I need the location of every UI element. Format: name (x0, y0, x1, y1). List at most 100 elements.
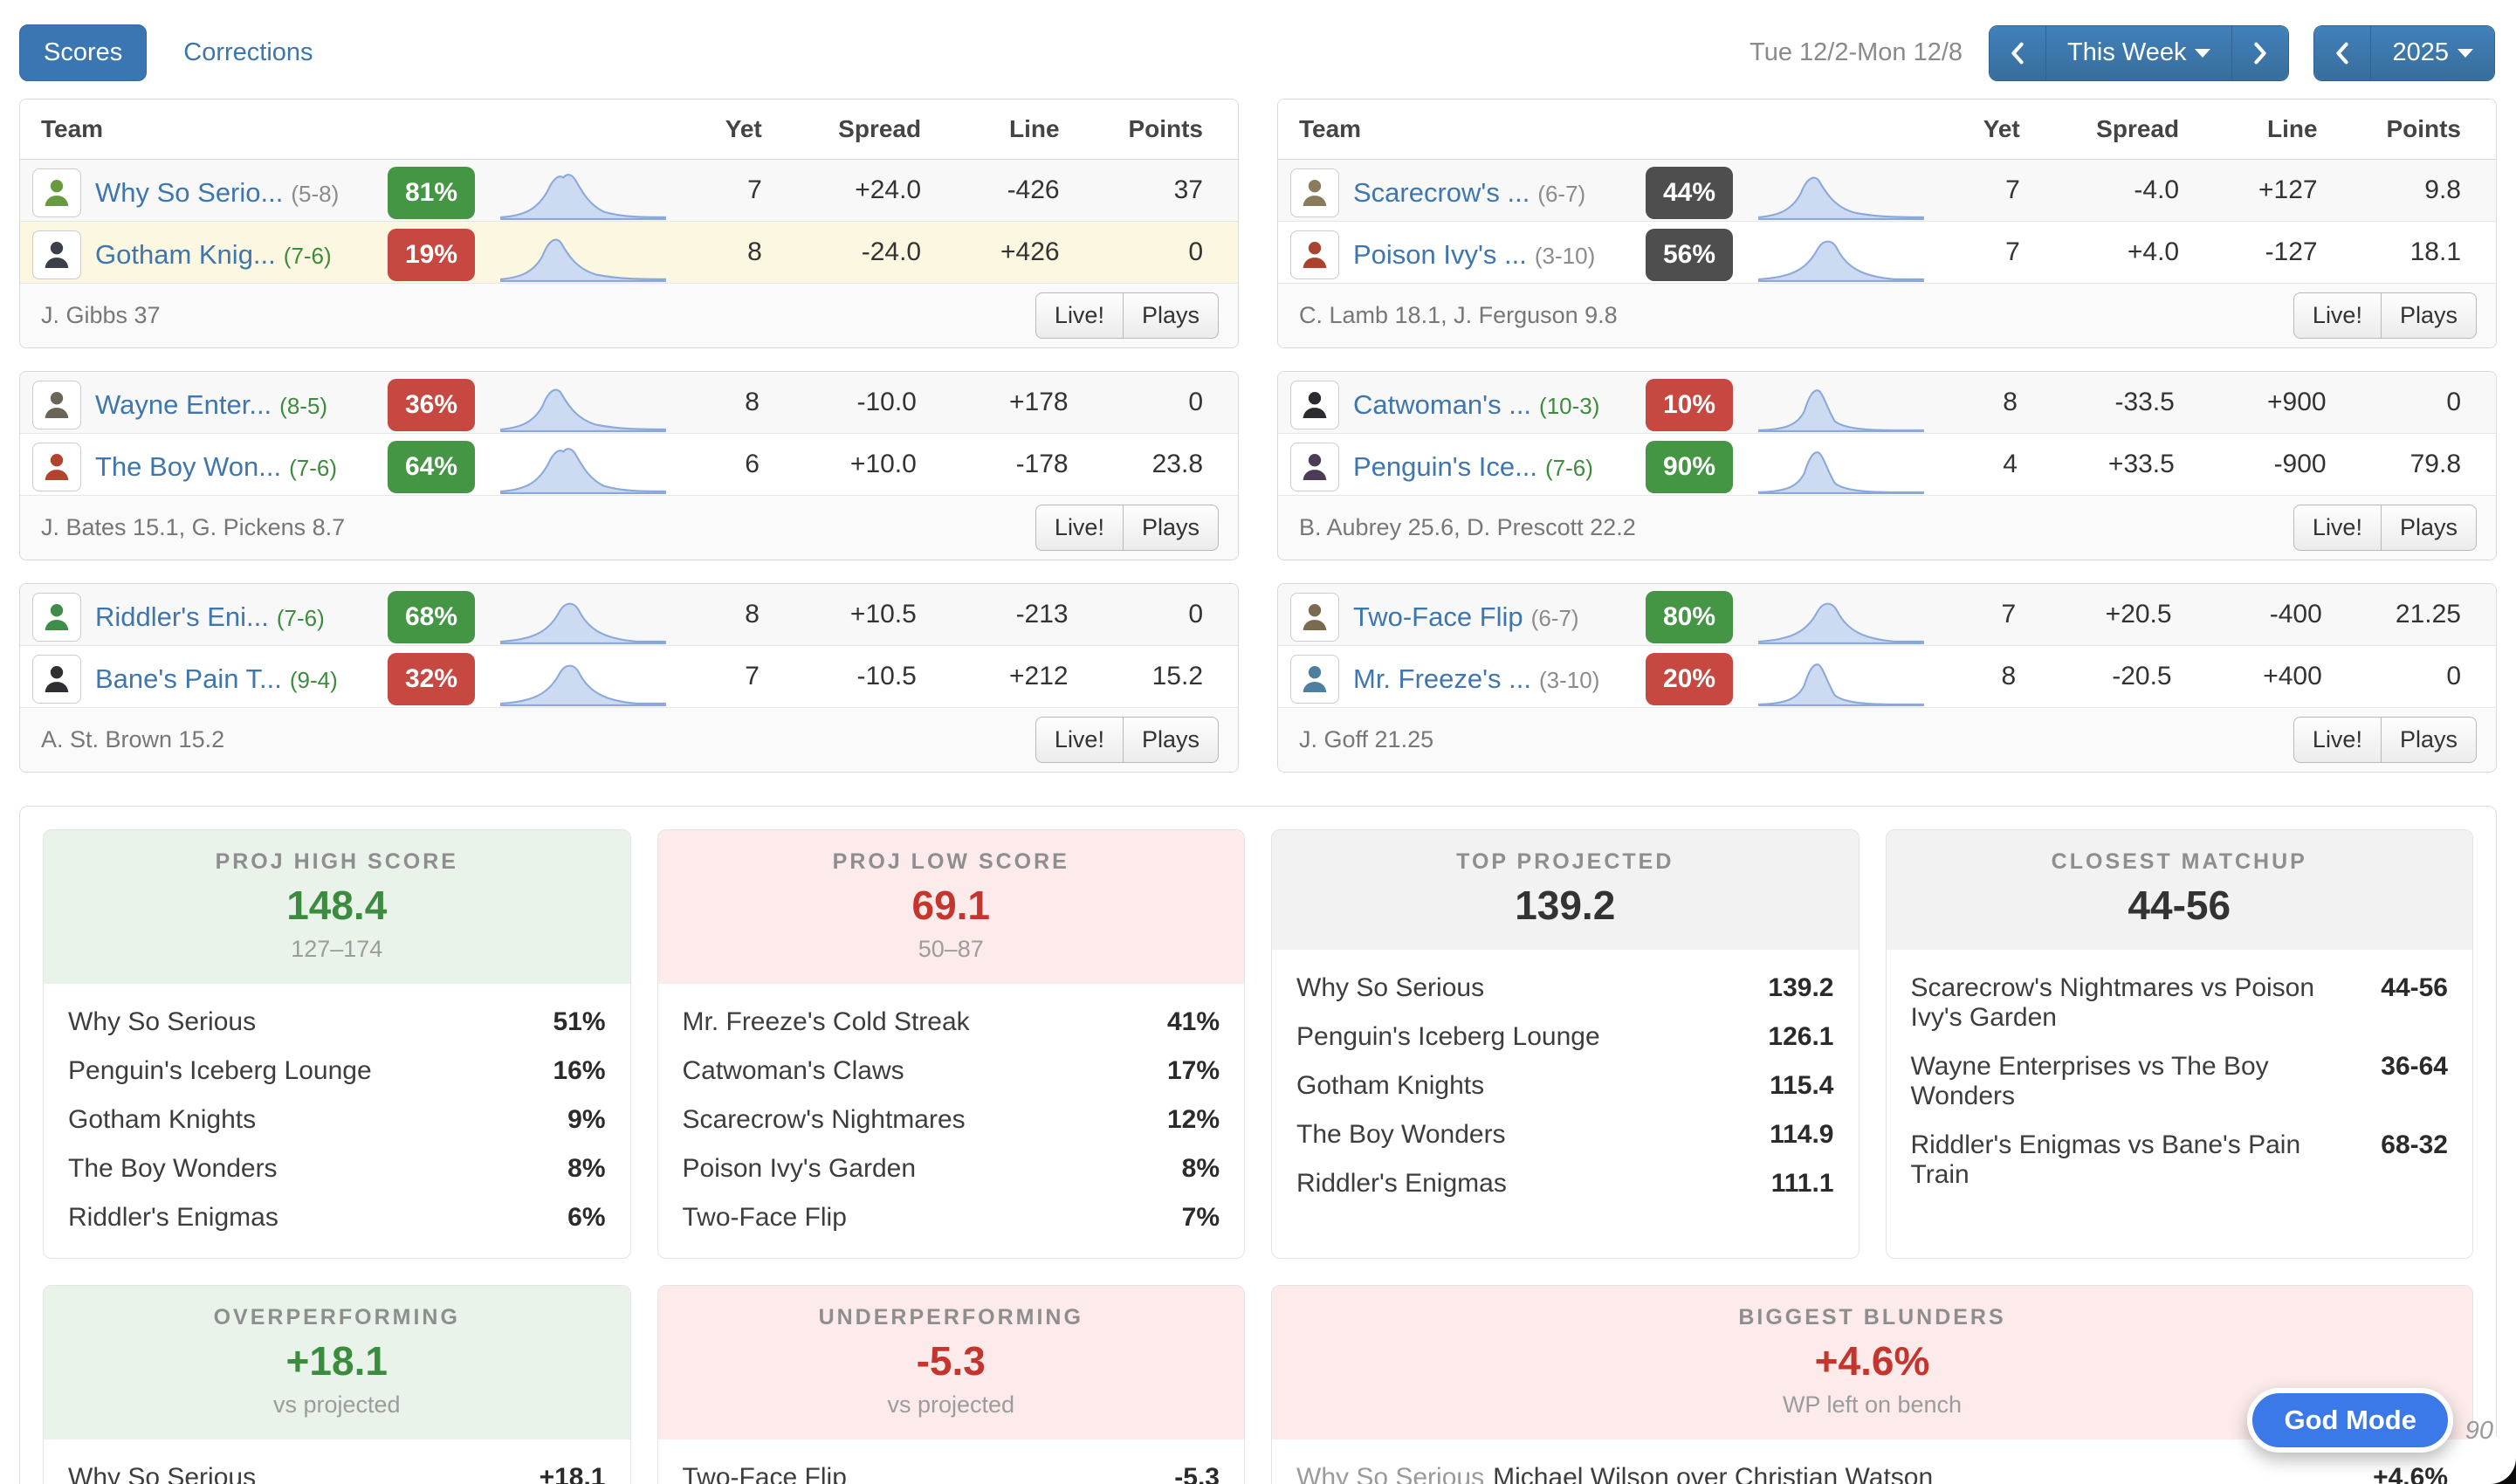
plays-button[interactable]: Plays (1122, 717, 1219, 763)
spread-value: -10.0 (794, 372, 952, 434)
line-value: -213 (951, 584, 1103, 646)
line-value: -426 (956, 160, 1095, 222)
col-points: Points (2352, 100, 2496, 160)
team-name-link[interactable]: Wayne Enter... (95, 389, 272, 420)
plays-button[interactable]: Plays (2380, 717, 2477, 763)
year-dropdown-button[interactable]: 2025 (2371, 25, 2494, 80)
matchup-row: Wayne Enter... (8-5) 36% 8 -10.0 +178 0 (20, 372, 1238, 434)
win-probability-badge: 68% (388, 591, 475, 643)
team-avatar[interactable] (1290, 593, 1339, 642)
list-item: The Boy Wonders 8% (68, 1154, 606, 1183)
card-title: UNDERPERFORMING (818, 1305, 1083, 1329)
matchup-row: Catwoman's ... (10-3) 10% 8 -33.5 +900 0 (1278, 372, 2496, 434)
table-footer-row: B. Aubrey 25.6, D. Prescott 22.2 Live! Pl… (1278, 496, 2496, 560)
team-name-link[interactable]: Gotham Knig... (95, 239, 276, 270)
live-button[interactable]: Live! (2293, 292, 2382, 339)
top-scorers-note: B. Aubrey 25.6, D. Prescott 22.2 (1278, 496, 2052, 560)
yet-value: 7 (681, 160, 797, 222)
team-name-link[interactable]: Penguin's Ice... (1353, 451, 1537, 482)
team-avatar[interactable] (32, 168, 81, 217)
team-avatar[interactable] (32, 655, 81, 704)
spread-value: -20.5 (2051, 646, 2207, 708)
line-value: +900 (2209, 372, 2361, 434)
live-button[interactable]: Live! (1035, 505, 1124, 551)
line-value: +212 (951, 646, 1103, 708)
week-dropdown-button[interactable]: This Week (2046, 25, 2233, 80)
god-mode-button[interactable]: God Mode (2247, 1388, 2453, 1453)
list-item: Penguin's Iceberg Lounge 126.1 (1296, 1022, 1834, 1051)
score-distribution-curve (498, 589, 669, 645)
team-avatar[interactable] (32, 593, 81, 642)
team-name-link[interactable]: Mr. Freeze's ... (1353, 663, 1532, 694)
team-avatar[interactable] (32, 230, 81, 279)
matchup-table: Team Yet Spread Line Points Why So Serio… (19, 99, 1239, 348)
next-week-button[interactable] (2232, 25, 2289, 80)
score-distribution-curve (1756, 227, 1927, 283)
score-distribution-curve (1756, 651, 1927, 707)
points-value: 21.25 (2356, 584, 2496, 646)
closest-matchup-card: CLOSEST MATCHUP 44-56 Scarecrow's Nightm… (1885, 829, 2473, 1259)
win-probability-badge: 32% (388, 653, 475, 705)
matchup-row: Bane's Pain T... (9-4) 32% 7 -10.5 +212 1… (20, 646, 1238, 708)
line-value: -900 (2209, 434, 2361, 496)
spread-value: +4.0 (2054, 222, 2215, 284)
yet-value: 8 (1939, 372, 2052, 434)
score-distribution-curve (498, 439, 669, 495)
card-title: CLOSEST MATCHUP (2051, 849, 2307, 874)
matchup-row: The Boy Won... (7-6) 64% 6 +10.0 -178 23.… (20, 434, 1238, 496)
caret-down-icon (2458, 48, 2473, 58)
tab-corrections[interactable]: Corrections (183, 38, 313, 66)
plays-button[interactable]: Plays (2380, 505, 2477, 551)
build-version-fragment: 90 (2464, 1417, 2493, 1445)
plays-button[interactable]: Plays (1122, 505, 1219, 551)
team-name-link[interactable]: Riddler's Eni... (95, 601, 269, 632)
previous-week-button[interactable] (1990, 25, 2047, 80)
previous-year-button[interactable] (2314, 25, 2372, 80)
live-button[interactable]: Live! (1035, 292, 1124, 339)
team-record: (10-3) (1539, 393, 1600, 419)
team-avatar[interactable] (1290, 655, 1339, 704)
chevron-right-icon (2253, 41, 2267, 65)
team-avatar[interactable] (1290, 168, 1339, 217)
team-avatar[interactable] (1290, 443, 1339, 491)
yet-value: 7 (681, 646, 794, 708)
matchup-row: Two-Face Flip (6-7) 80% 7 +20.5 -400 21.2… (1278, 584, 2496, 646)
tab-scores[interactable]: Scores (19, 24, 148, 81)
team-avatar[interactable] (32, 381, 81, 429)
table-header-row: Team Yet Spread Line Points (20, 100, 1238, 160)
score-distribution-curve (498, 165, 669, 221)
team-name-link[interactable]: Two-Face Flip (1353, 601, 1523, 632)
win-probability-badge: 90% (1646, 441, 1733, 493)
team-name-link[interactable]: Bane's Pain T... (95, 663, 282, 694)
card-title: PROJ HIGH SCORE (215, 849, 458, 874)
plays-button[interactable]: Plays (2380, 292, 2477, 339)
team-avatar[interactable] (1290, 230, 1339, 279)
card-value: 148.4 (286, 883, 388, 928)
team-record: (5-8) (291, 181, 340, 207)
points-value: 0 (1103, 584, 1238, 646)
chevron-left-icon (2011, 41, 2024, 65)
team-name-link[interactable]: The Boy Won... (95, 451, 282, 482)
team-name-link[interactable]: Catwoman's ... (1353, 389, 1532, 420)
team-name-link[interactable]: Why So Serio... (95, 177, 284, 208)
team-avatar[interactable] (1290, 381, 1339, 429)
matchup-row: Riddler's Eni... (7-6) 68% 8 +10.5 -213 0 (20, 584, 1238, 646)
live-button[interactable]: Live! (2293, 717, 2382, 763)
line-value: +400 (2206, 646, 2357, 708)
list-item: Poison Ivy's Garden 8% (682, 1154, 1220, 1183)
list-item: Gotham Knights 9% (68, 1105, 606, 1134)
score-distribution-curve (1756, 377, 1927, 433)
plays-button[interactable]: Plays (1122, 292, 1219, 339)
team-name-link[interactable]: Scarecrow's ... (1353, 177, 1530, 208)
live-button[interactable]: Live! (2293, 505, 2382, 551)
team-name-link[interactable]: Poison Ivy's ... (1353, 239, 1527, 270)
top-bar: Scores Corrections Tue 12/2-Mon 12/8 Thi… (0, 0, 2516, 99)
footer-button-group: Live! Plays (1035, 292, 1219, 339)
table-footer-row: A. St. Brown 15.2 Live! Plays (20, 708, 1238, 772)
footer-button-group: Live! Plays (2293, 292, 2477, 339)
win-probability-badge: 36% (388, 379, 475, 431)
live-button[interactable]: Live! (1035, 717, 1124, 763)
team-record: (6-7) (1537, 181, 1586, 207)
score-distribution-curve (1756, 439, 1927, 495)
team-avatar[interactable] (32, 443, 81, 491)
